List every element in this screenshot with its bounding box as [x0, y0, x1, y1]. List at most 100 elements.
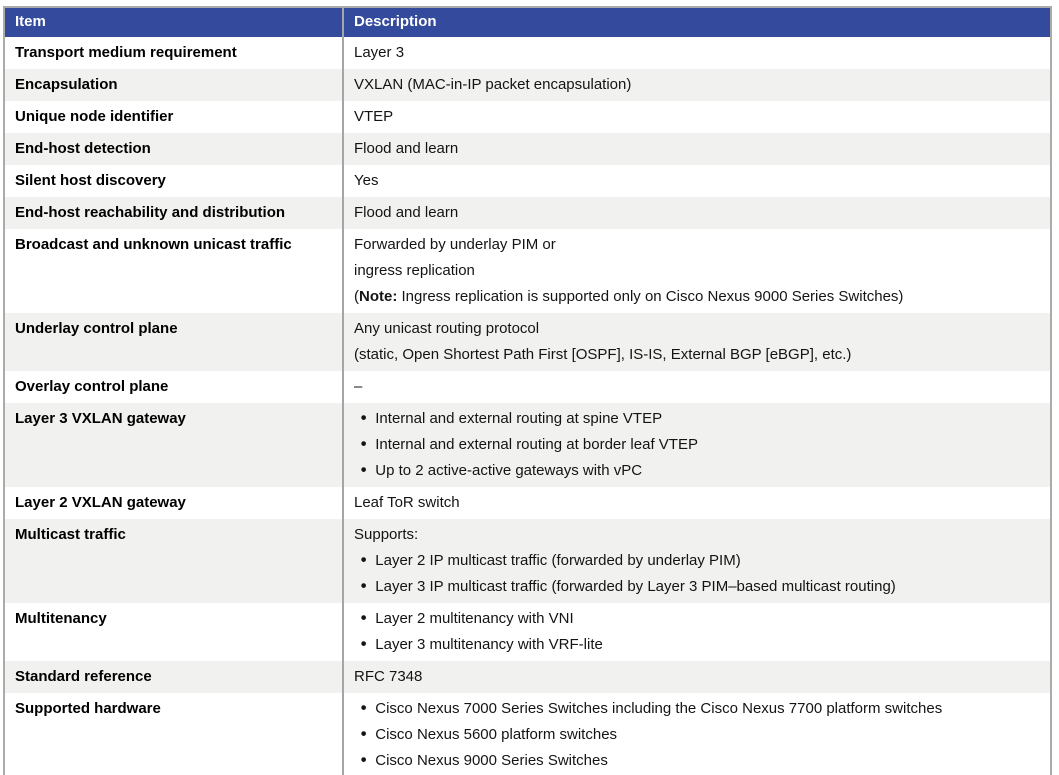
text-segment: Cisco Nexus 9000 Series Switches [375, 752, 608, 769]
bullet-line: • Layer 3 multitenancy with VRF-lite [354, 632, 1040, 658]
description-cell: • Cisco Nexus 7000 Series Switches includ… [344, 693, 1050, 775]
column-header-item: Item [5, 8, 344, 37]
text-segment: Up to 2 active-active gateways with vPC [375, 462, 643, 479]
text-line: VTEP [354, 104, 1040, 130]
description-cell: VXLAN (MAC-in-IP packet encapsulation) [344, 69, 1050, 101]
table-row: Multicast traffic Supports: • Layer 2 IP mu… [5, 519, 1050, 603]
item-label: End-host reachability and distribution [15, 204, 286, 221]
text-segment: Layer 3 multitenancy with VRF-lite [375, 636, 603, 653]
bullet-icon: • [360, 550, 367, 571]
description-cell: • Internal and external routing at spine … [344, 403, 1050, 487]
item-label: Encapsulation [15, 76, 118, 93]
text-line: Any unicast routing protocol [354, 316, 1040, 342]
text-segment: Layer 2 multitenancy with VNI [375, 610, 574, 627]
table-row: Layer 3 VXLAN gateway • Internal and exter… [5, 403, 1050, 487]
table-row: Encapsulation VXLAN (MAC-in-IP packet enc… [5, 69, 1050, 101]
text-line: Leaf ToR switch [354, 490, 1040, 516]
text-segment: VTEP [354, 108, 394, 125]
bullet-line: • Layer 2 multitenancy with VNI [354, 606, 1040, 632]
table-row: Silent host discovery Yes [5, 165, 1050, 197]
bullet-icon: • [360, 724, 367, 745]
bullet-icon: • [360, 608, 367, 629]
item-label: Broadcast and unknown unicast traffic [15, 236, 292, 253]
table-row: Standard reference RFC 7348 [5, 661, 1050, 693]
text-segment: VXLAN (MAC-in-IP packet encapsulation) [354, 76, 632, 93]
text-line: – [354, 374, 1040, 400]
item-cell: End-host reachability and distribution [5, 197, 344, 229]
bullet-line: • Cisco Nexus 7000 Series Switches includ… [354, 696, 1040, 722]
description-cell: Flood and learn [344, 133, 1050, 165]
bullet-icon: • [360, 434, 367, 455]
bullet-line: • Layer 2 IP multicast traffic (forwarded… [354, 548, 1040, 574]
table-row: Transport medium requirement Layer 3 [5, 37, 1050, 69]
item-label: Unique node identifier [15, 108, 174, 125]
description-cell: VTEP [344, 101, 1050, 133]
item-cell: Supported hardware [5, 693, 344, 775]
item-label: Multitenancy [15, 610, 107, 627]
description-cell: Yes [344, 165, 1050, 197]
vxlan-feature-table: Item Description Transport medium requir… [3, 6, 1052, 775]
table-row: Layer 2 VXLAN gateway Leaf ToR switch [5, 487, 1050, 519]
text-segment: Layer 2 IP multicast traffic (forwarded … [375, 552, 741, 569]
text-segment: Flood and learn [354, 140, 459, 157]
item-cell: End-host detection [5, 133, 344, 165]
item-cell: Transport medium requirement [5, 37, 344, 69]
text-line: Supports: [354, 522, 1040, 548]
text-line: (static, Open Shortest Path First [OSPF]… [354, 342, 1040, 368]
description-cell: Flood and learn [344, 197, 1050, 229]
item-label: Multicast traffic [15, 526, 126, 543]
item-cell: Unique node identifier [5, 101, 344, 133]
text-line: (Note: Ingress replication is supported … [354, 284, 1040, 310]
text-segment: Internal and external routing at spine V… [375, 410, 663, 427]
item-cell: Underlay control plane [5, 313, 344, 371]
bullet-line: • Cisco Nexus 5600 platform switches [354, 722, 1040, 748]
bullet-icon: • [360, 576, 367, 597]
description-cell: Layer 3 [344, 37, 1050, 69]
text-segment: ingress replication [354, 262, 475, 279]
item-cell: Layer 2 VXLAN gateway [5, 487, 344, 519]
item-label: Layer 2 VXLAN gateway [15, 494, 186, 511]
table-row: Overlay control plane – [5, 371, 1050, 403]
bullet-icon: • [360, 408, 367, 429]
bullet-line: • Cisco Nexus 9000 Series Switches [354, 748, 1040, 774]
text-line: RFC 7348 [354, 664, 1040, 690]
description-cell: • Layer 2 multitenancy with VNI • Layer 3 m… [344, 603, 1050, 661]
item-cell: Silent host discovery [5, 165, 344, 197]
text-segment: ( [354, 288, 359, 305]
text-segment: Supports: [354, 526, 419, 543]
text-segment: Any unicast routing protocol [354, 320, 540, 337]
text-segment: Layer 3 IP multicast traffic (forwarded … [375, 578, 896, 595]
item-label: Layer 3 VXLAN gateway [15, 410, 186, 427]
description-cell: RFC 7348 [344, 661, 1050, 693]
text-segment: Layer 3 [354, 44, 405, 61]
table-body: Transport medium requirement Layer 3 Encap… [5, 37, 1050, 775]
bullet-icon: • [360, 634, 367, 655]
text-segment: Cisco Nexus 5600 platform switches [375, 726, 618, 743]
item-cell: Layer 3 VXLAN gateway [5, 403, 344, 487]
item-label: Transport medium requirement [15, 44, 237, 61]
text-line: Layer 3 [354, 40, 1040, 66]
item-label: Underlay control plane [15, 320, 178, 337]
text-segment: Ingress replication is supported only on… [397, 288, 904, 305]
item-label: Supported hardware [15, 700, 161, 717]
text-line: Flood and learn [354, 136, 1040, 162]
item-cell: Multitenancy [5, 603, 344, 661]
table-row: End-host reachability and distribution Fl… [5, 197, 1050, 229]
bullet-line: • Internal and external routing at spine … [354, 406, 1040, 432]
text-segment: Cisco Nexus 7000 Series Switches includi… [375, 700, 943, 717]
bold-text-segment: Note: [359, 288, 398, 305]
text-line: VXLAN (MAC-in-IP packet encapsulation) [354, 72, 1040, 98]
item-label: Silent host discovery [15, 172, 166, 189]
item-cell: Standard reference [5, 661, 344, 693]
description-cell: – [344, 371, 1050, 403]
item-cell: Broadcast and unknown unicast traffic [5, 229, 344, 313]
bullet-icon: • [360, 750, 367, 771]
bullet-line: • Layer 3 IP multicast traffic (forwarded… [354, 574, 1040, 600]
item-label: Overlay control plane [15, 378, 169, 395]
text-segment: (static, Open Shortest Path First [OSPF]… [354, 346, 852, 363]
text-segment: Flood and learn [354, 204, 459, 221]
bullet-icon: • [360, 460, 367, 481]
text-line: ingress replication [354, 258, 1040, 284]
text-segment: RFC 7348 [354, 668, 423, 685]
